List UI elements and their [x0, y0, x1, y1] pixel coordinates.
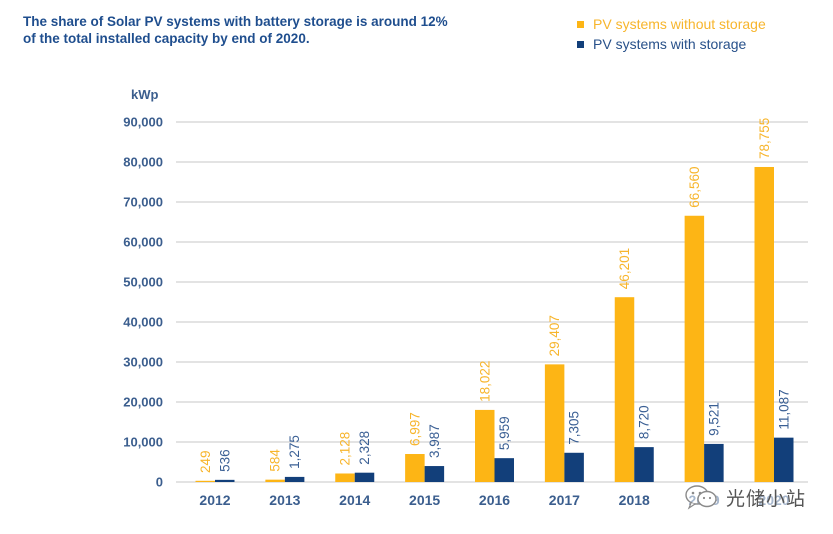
bar-with-storage-2013: [284, 476, 305, 482]
value-label-with-storage: 9,521: [706, 402, 721, 436]
bar-with-storage-2018: [634, 447, 654, 482]
bar-without-storage-2016: [475, 409, 495, 482]
y-tick-label: 90,000: [123, 115, 163, 130]
bar-without-storage-2018: [614, 297, 635, 482]
value-label-without-storage: 66,560: [687, 166, 702, 207]
y-tick-label: 80,000: [123, 155, 163, 170]
value-label-with-storage: 8,720: [637, 405, 652, 439]
bar-without-storage-2013: [265, 479, 285, 482]
bar-with-storage-2015: [424, 466, 445, 482]
value-label-without-storage: 584: [268, 449, 283, 472]
bar-with-storage-2017: [564, 452, 584, 482]
chart-title-line-2: of the total installed capacity by end o…: [23, 31, 310, 46]
legend-swatch-with-storage: [577, 40, 584, 48]
bar-without-storage-2015: [405, 454, 425, 482]
y-axis-label: kWp: [131, 87, 159, 102]
value-label-without-storage: 78,755: [757, 118, 772, 159]
bar-without-storage-2017: [544, 364, 565, 482]
bar-with-storage-2016: [494, 458, 514, 482]
x-tick-label: 2016: [479, 492, 510, 508]
legend-label-without-storage: PV systems without storage: [593, 16, 766, 32]
y-tick-label: 70,000: [123, 195, 163, 210]
x-tick-label: 2014: [339, 492, 370, 508]
chart-title: The share of Solar PV systems with batte…: [23, 13, 448, 47]
value-label-without-storage: 29,407: [547, 315, 562, 356]
bar-with-storage-2019: [704, 443, 724, 482]
value-label-without-storage: 249: [198, 450, 213, 473]
value-labels: 249 584 2,128 6,997 18,022 29,407 46,201 66,560…: [198, 118, 792, 473]
y-tick-label: 0: [156, 475, 163, 490]
value-label-without-storage: 2,128: [338, 432, 353, 466]
legend-item-without-storage: PV systems without storage: [577, 14, 766, 34]
legend-item-with-storage: PV systems with storage: [577, 34, 766, 54]
value-label-with-storage: 2,328: [357, 431, 372, 465]
bar-with-storage-2014: [354, 472, 375, 482]
x-tick-label: 2015: [409, 492, 440, 508]
bars: [195, 166, 794, 483]
y-tick-label: 30,000: [123, 355, 163, 370]
value-label-with-storage: 3,987: [427, 424, 442, 458]
value-label-with-storage: 1,275: [287, 435, 302, 469]
bar-without-storage-2012: [195, 480, 215, 482]
y-axis-ticks: 0 10,000 20,000 30,000 40,000 50,000 60,000 70,…: [123, 115, 163, 490]
y-tick-label: 50,000: [123, 275, 163, 290]
y-tick-label: 20,000: [123, 395, 163, 410]
value-label-with-storage: 5,959: [497, 416, 512, 450]
legend: PV systems without storage PV systems wi…: [577, 14, 766, 54]
value-label-with-storage: 536: [217, 449, 232, 472]
watermark-text: 光储小站: [726, 487, 807, 510]
value-label-without-storage: 46,201: [617, 248, 632, 289]
watermark: 光储小站: [684, 483, 811, 511]
bar-with-storage-2020: [774, 437, 794, 482]
legend-label-with-storage: PV systems with storage: [593, 36, 747, 52]
x-tick-label: 2017: [549, 492, 580, 508]
wechat-icon: [685, 485, 717, 510]
bar-without-storage-2014: [335, 473, 355, 482]
bar-without-storage-2019: [684, 215, 705, 482]
y-tick-label: 60,000: [123, 235, 163, 250]
bar-without-storage-2020: [754, 166, 774, 483]
x-tick-label: 2018: [619, 492, 650, 508]
bar-with-storage-2012: [215, 479, 235, 482]
value-label-with-storage: 11,087: [776, 389, 791, 429]
y-tick-label: 40,000: [123, 315, 163, 330]
value-label-with-storage: 7,305: [567, 411, 582, 445]
legend-swatch-without-storage: [577, 20, 584, 28]
x-tick-label: 2012: [199, 492, 230, 508]
chart-title-line-1: The share of Solar PV systems with batte…: [23, 14, 448, 29]
x-tick-label: 2013: [269, 492, 300, 508]
y-tick-label: 10,000: [123, 435, 163, 450]
value-label-without-storage: 18,022: [477, 361, 492, 402]
value-label-without-storage: 6,997: [407, 412, 422, 446]
